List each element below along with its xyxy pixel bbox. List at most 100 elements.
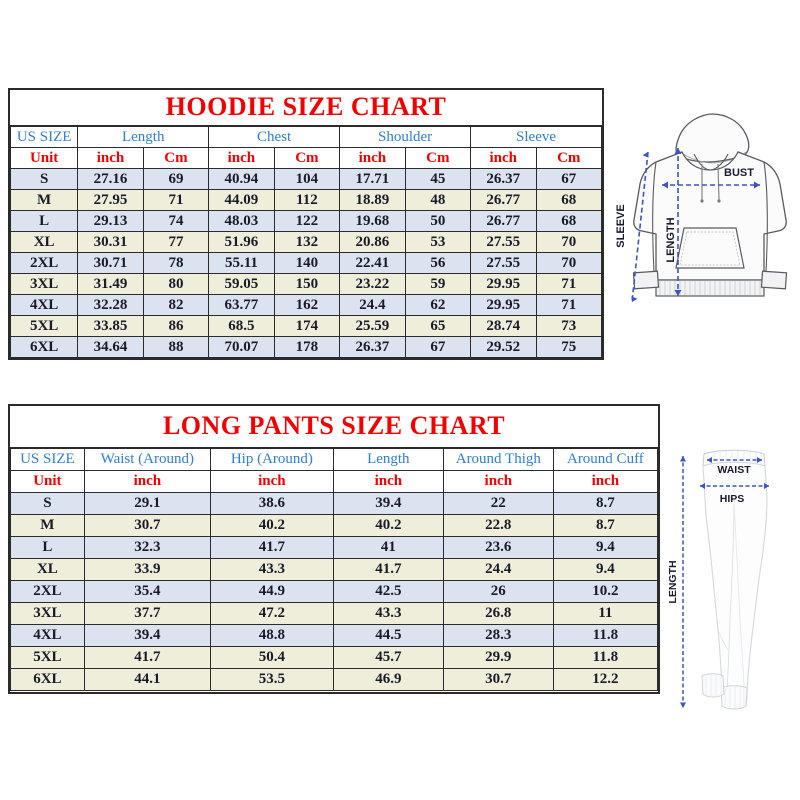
pants-row-value: 44.5 <box>332 624 444 647</box>
hoodie-header-length: Length <box>77 126 210 148</box>
hoodie-table-row: 5XL 33.85 86 68.5 174 25.59 65 28.74 73 <box>9 315 603 337</box>
hoodie-row-size: L <box>9 210 79 232</box>
hoodie-row-size: 6XL <box>9 336 79 358</box>
pants-row-size: S <box>10 492 85 515</box>
pants-row-value: 37.7 <box>83 602 211 625</box>
pants-row-size: L <box>10 536 85 559</box>
pants-length-dimension-arrow <box>680 456 686 708</box>
pants-table-row: 4XL 39.4 48.8 44.5 28.3 11.8 <box>10 624 659 647</box>
sleeve-seam-left <box>652 161 657 273</box>
sleeve-label: SLEEVE <box>615 204 627 247</box>
hoodie-row-value: 19.68 <box>339 210 406 232</box>
cuff-right <box>760 270 788 290</box>
hoodie-row-value: 70.07 <box>208 336 275 358</box>
outseam-line <box>733 499 746 705</box>
hips-dimension-arrow <box>700 483 769 489</box>
hoodie-row-value: 31.49 <box>77 273 144 295</box>
hoodie-table-row: 2XL 30.71 78 55.11 140 22.41 56 27.55 70 <box>9 252 603 274</box>
hoodie-row-size: M <box>9 189 79 211</box>
hoodie-chart-title: HOODIE SIZE CHART <box>10 90 602 126</box>
pants-illustration: WAIST HIPS LENGTH <box>666 440 800 730</box>
cuff-left <box>632 270 660 290</box>
pants-row-size: 4XL <box>10 624 85 647</box>
pants-row-value: 46.9 <box>332 668 444 691</box>
hoodie-row-value: 30.71 <box>77 252 144 274</box>
hoodie-row-value: 25.59 <box>339 315 406 337</box>
hoodie-unit-chest-inch: inch <box>208 147 275 169</box>
waist-dimension-arrow <box>707 457 762 463</box>
pants-row-value: 35.4 <box>83 580 211 603</box>
pants-row-value: 53.5 <box>209 668 334 691</box>
hoodie-row-value: 26.37 <box>339 336 406 358</box>
pants-row-value: 30.7 <box>442 668 554 691</box>
pants-row-size: XL <box>10 558 85 581</box>
hoodie-unit-length-inch: inch <box>77 147 144 169</box>
hoodie-row-value: 29.13 <box>77 210 144 232</box>
pants-header-us-size: US SIZE <box>10 448 85 471</box>
pants-table-row: 5XL 41.7 50.4 45.7 29.9 11.8 <box>10 646 659 669</box>
hoodie-row-value: 104 <box>273 168 341 190</box>
pants-row-value: 40.2 <box>209 514 334 537</box>
pants-chart-title: LONG PANTS SIZE CHART <box>10 406 658 448</box>
hoodie-row-value: 22.41 <box>339 252 406 274</box>
waistband-rib-lines <box>707 450 762 465</box>
hoodie-row-value: 73 <box>535 315 603 337</box>
pants-unit-thigh: inch <box>442 470 554 493</box>
hoodie-header-us-size: US SIZE <box>9 126 79 148</box>
hoodie-row-value: 63.77 <box>208 294 275 316</box>
pants-table-row: XL 33.9 43.3 41.7 24.4 9.4 <box>10 558 659 581</box>
pants-row-value: 47.2 <box>209 602 334 625</box>
pants-row-size: 3XL <box>10 602 85 625</box>
hoodie-row-value: 82 <box>142 294 210 316</box>
hoodie-row-value: 71 <box>535 294 603 316</box>
hoodie-row-value: 48 <box>404 189 472 211</box>
hoodie-row-value: 68 <box>535 210 603 232</box>
pants-unit-hip: inch <box>209 470 334 493</box>
inseam-line <box>725 499 735 705</box>
hoodie-row-value: 150 <box>273 273 341 295</box>
pants-row-value: 44.1 <box>83 668 211 691</box>
hoodie-row-value: 71 <box>142 189 210 211</box>
hoodie-row-size: S <box>9 168 79 190</box>
pants-header-hip: Hip (Around) <box>209 448 334 471</box>
pants-row-value: 42.5 <box>332 580 444 603</box>
hips-label: HIPS <box>720 493 745 505</box>
pants-row-value: 41.7 <box>332 558 444 581</box>
hoodie-row-value: 77 <box>142 231 210 253</box>
hoodie-row-value: 80 <box>142 273 210 295</box>
hoodie-row-value: 71 <box>535 273 603 295</box>
pants-group-header-row: US SIZE Waist (Around) Hip (Around) Leng… <box>10 448 659 471</box>
hoodie-row-value: 30.31 <box>77 231 144 253</box>
hoodie-table-row: M 27.95 71 44.09 112 18.89 48 26.77 68 <box>9 189 603 211</box>
hoodie-table-body: S 27.16 69 40.94 104 17.71 45 26.37 67 M 27.95 71 44… <box>9 168 603 358</box>
hoodie-row-size: 4XL <box>9 294 79 316</box>
hoodie-row-value: 86 <box>142 315 210 337</box>
pants-row-value: 43.3 <box>209 558 334 581</box>
hoodie-unit-length-cm: Cm <box>142 147 210 169</box>
pants-header-around-cuff: Around Cuff <box>552 448 659 471</box>
pants-row-value: 26 <box>442 580 554 603</box>
hoodie-row-value: 26.37 <box>470 168 537 190</box>
pants-unit-length: inch <box>332 470 444 493</box>
hoodie-row-value: 74 <box>142 210 210 232</box>
pocket-stitch <box>679 231 741 266</box>
hoodie-header-chest: Chest <box>208 126 341 148</box>
pants-table-body: S 29.1 38.6 39.4 22 8.7 M 30.7 40.2 40.2 22.8 8.7 L 3… <box>10 492 659 691</box>
pants-row-value: 29.1 <box>83 492 211 515</box>
hoodie-row-value: 51.96 <box>208 231 275 253</box>
pants-row-value: 40.2 <box>332 514 444 537</box>
hoodie-unit-shoulder-cm: Cm <box>404 147 472 169</box>
collar-v <box>693 153 729 171</box>
hoodie-row-value: 78 <box>142 252 210 274</box>
length-dimension-arrow <box>674 148 682 296</box>
length-label: LENGTH <box>665 217 677 262</box>
hoodie-row-value: 27.95 <box>77 189 144 211</box>
hoodie-row-value: 33.85 <box>77 315 144 337</box>
pants-row-size: M <box>10 514 85 537</box>
hoodie-row-size: 5XL <box>9 315 79 337</box>
hoodie-header-sleeve: Sleeve <box>470 126 602 148</box>
pants-row-value: 10.2 <box>552 580 659 603</box>
hoodie-unit-sleeve-inch: inch <box>470 147 537 169</box>
pants-header-waist: Waist (Around) <box>83 448 211 471</box>
pants-row-value: 29.9 <box>442 646 554 669</box>
